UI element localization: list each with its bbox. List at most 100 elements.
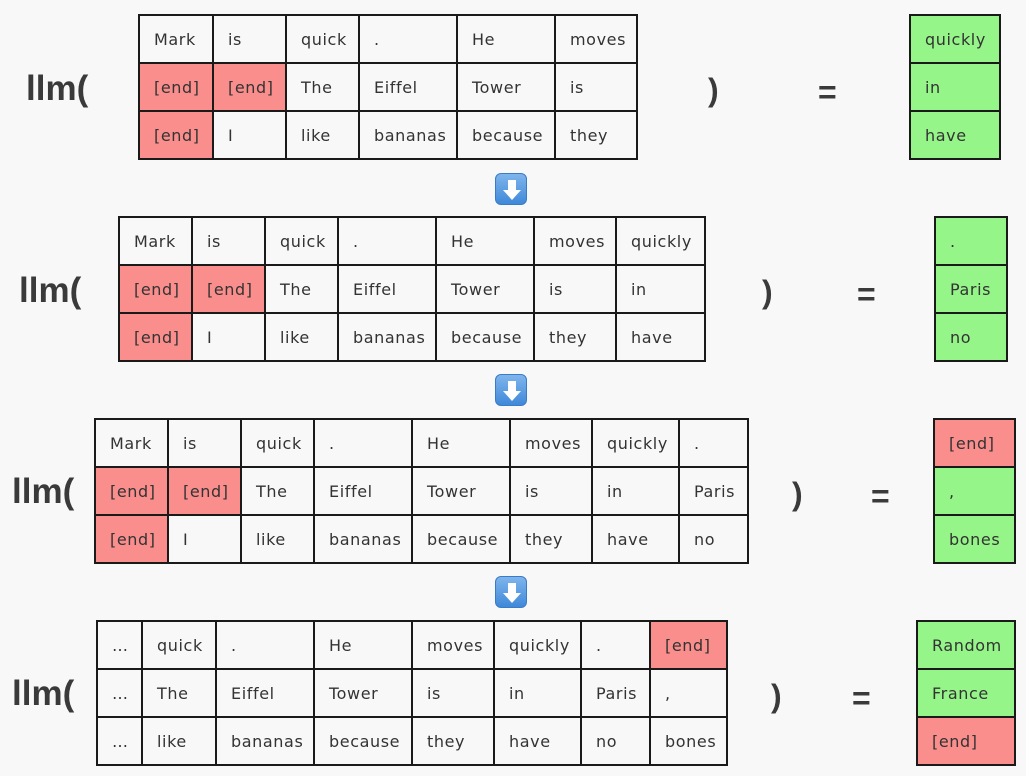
output-token-column: . Paris no — [934, 216, 1008, 362]
token-cell: bananas — [215, 716, 315, 766]
token-cell: … — [96, 668, 143, 718]
token-cell: in — [591, 466, 680, 516]
end-token-cell: [end] — [94, 466, 169, 516]
token-row: [end] [end] The Eiffel Tower is in — [118, 264, 706, 314]
output-token: , — [933, 466, 1016, 516]
token-cell: The — [240, 466, 315, 516]
token-cell: Tower — [435, 264, 535, 314]
token-cell: Eiffel — [358, 62, 458, 112]
equals-sign: = — [852, 680, 871, 716]
close-paren: ) — [762, 274, 773, 310]
token-cell: is — [411, 668, 495, 718]
token-cell: He — [435, 216, 535, 266]
token-cell: The — [141, 668, 217, 718]
close-paren: ) — [708, 72, 719, 108]
input-token-grid: … quick. He moves quickly. [end]… The Eiffel Tow… — [96, 620, 728, 766]
token-cell: . — [313, 418, 413, 468]
token-cell: is — [509, 466, 593, 516]
output-row: in — [909, 62, 1001, 112]
end-token-cell: [end] — [118, 264, 193, 314]
output-row: quickly — [909, 14, 1001, 64]
token-cell: no — [678, 514, 749, 564]
output-token: no — [934, 312, 1008, 362]
token-cell: is — [167, 418, 242, 468]
token-cell: bones — [649, 716, 728, 766]
token-cell: Paris — [580, 668, 651, 718]
output-end-token: [end] — [933, 418, 1016, 468]
token-cell: because — [411, 514, 511, 564]
token-cell: quick — [141, 620, 217, 670]
output-row: Random — [916, 620, 1016, 670]
token-cell: in — [615, 264, 706, 314]
end-token-cell: [end] — [649, 620, 728, 670]
token-cell: I — [212, 110, 287, 160]
down-arrow-icon — [495, 173, 527, 205]
output-row: [end] — [916, 716, 1016, 766]
token-row: … like bananas because they have no bones — [96, 716, 728, 766]
token-cell: moves — [509, 418, 593, 468]
output-token-column: [end], bones — [933, 418, 1016, 564]
token-row: Mark is quick. He moves quickly — [118, 216, 706, 266]
function-label: llm( — [12, 674, 75, 713]
token-cell: they — [411, 716, 495, 766]
token-cell: Mark — [138, 14, 214, 64]
token-cell: is — [554, 62, 638, 112]
close-paren: ) — [771, 678, 782, 714]
token-cell: moves — [533, 216, 617, 266]
token-cell: Paris — [678, 466, 749, 516]
token-cell: , — [649, 668, 728, 718]
token-cell: I — [191, 312, 266, 362]
input-token-grid: Mark is quick. He moves quickly [end] [end] The E… — [118, 216, 706, 362]
token-cell: bananas — [358, 110, 458, 160]
token-cell: He — [313, 620, 413, 670]
end-token-cell: [end] — [138, 62, 214, 112]
end-token-cell: [end] — [138, 110, 214, 160]
token-cell: … — [96, 620, 143, 670]
output-token: in — [909, 62, 1001, 112]
token-cell: quickly — [493, 620, 582, 670]
end-token-cell: [end] — [167, 466, 242, 516]
token-cell: The — [285, 62, 360, 112]
token-cell: Tower — [411, 466, 511, 516]
close-paren: ) — [792, 476, 803, 512]
down-arrow-icon — [495, 374, 527, 406]
output-token: France — [916, 668, 1016, 718]
token-cell: He — [456, 14, 556, 64]
token-row: … The Eiffel Tower is in Paris, — [96, 668, 728, 718]
down-arrow-icon — [495, 576, 527, 608]
equals-sign: = — [857, 276, 876, 312]
output-token: bones — [933, 514, 1016, 564]
output-row: . — [934, 216, 1008, 266]
token-cell: . — [678, 418, 749, 468]
token-cell: is — [191, 216, 266, 266]
token-cell: moves — [411, 620, 495, 670]
token-cell: Eiffel — [215, 668, 315, 718]
function-label: llm( — [26, 69, 89, 108]
token-cell: He — [411, 418, 511, 468]
output-token: Paris — [934, 264, 1008, 314]
output-row: , — [933, 466, 1016, 516]
token-cell: … — [96, 716, 143, 766]
token-cell: quickly — [615, 216, 706, 266]
end-token-cell: [end] — [118, 312, 193, 362]
output-token: have — [909, 110, 1001, 160]
token-cell: they — [554, 110, 638, 160]
output-token: . — [934, 216, 1008, 266]
output-token: Random — [916, 620, 1016, 670]
token-cell: The — [264, 264, 339, 314]
end-token-cell: [end] — [212, 62, 287, 112]
equals-sign: = — [871, 478, 890, 514]
token-cell: quick — [285, 14, 360, 64]
function-label: llm( — [19, 271, 82, 310]
output-row: Paris — [934, 264, 1008, 314]
token-cell: . — [580, 620, 651, 670]
function-label: llm( — [12, 472, 75, 511]
token-cell: quick — [264, 216, 339, 266]
token-row: [end] [end] The Eiffel Tower is in Paris — [94, 466, 749, 516]
output-row: France — [916, 668, 1016, 718]
token-cell: have — [591, 514, 680, 564]
token-cell: they — [509, 514, 593, 564]
